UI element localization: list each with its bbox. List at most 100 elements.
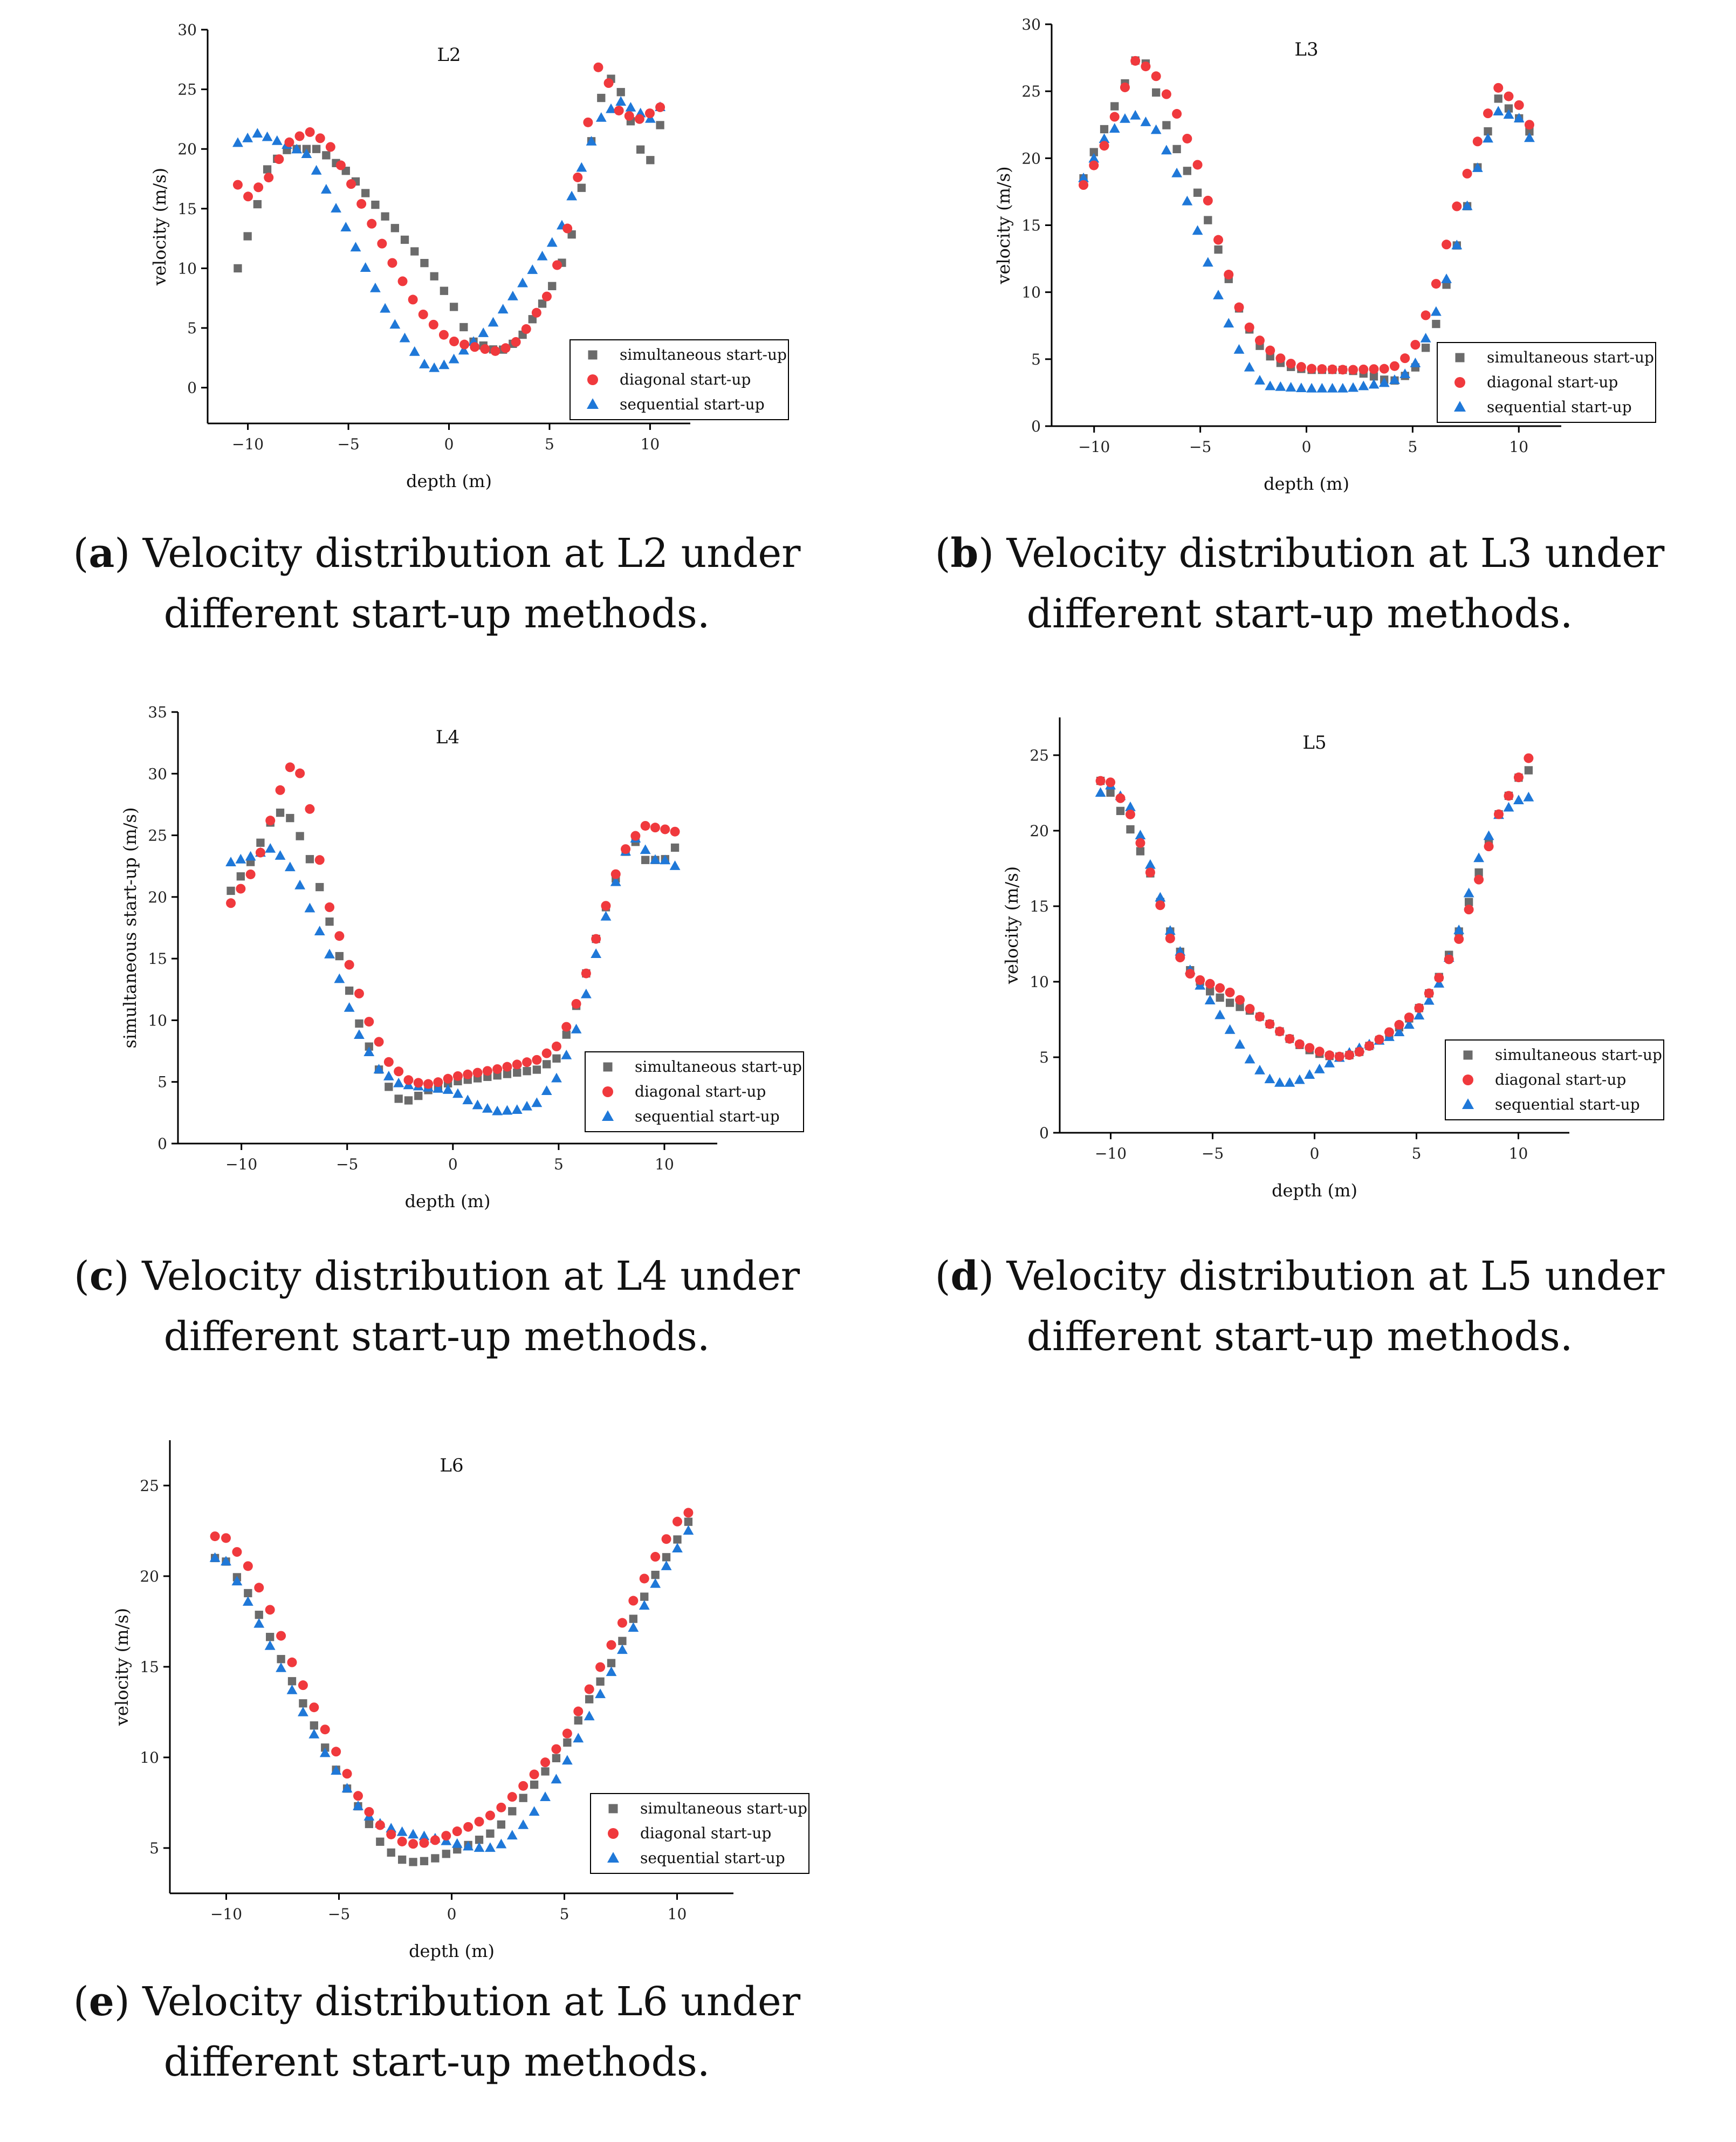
data-point (386, 1823, 397, 1833)
data-point (1461, 200, 1473, 210)
data-point (315, 133, 325, 143)
data-point (1503, 109, 1514, 119)
data-point (243, 191, 253, 202)
data-point (1224, 1024, 1236, 1034)
data-point (673, 1535, 682, 1544)
data-point (305, 804, 315, 814)
legend-box (1445, 1039, 1664, 1120)
data-point (1155, 900, 1165, 911)
data-point (595, 1662, 606, 1672)
data-point (670, 843, 680, 852)
data-point (344, 960, 354, 970)
data-point (482, 1103, 493, 1113)
data-point (245, 869, 256, 879)
data-point (616, 88, 625, 97)
data-point (232, 137, 243, 147)
data-point (310, 1721, 318, 1730)
data-point (266, 1633, 275, 1641)
legend-label: sequential start-up (640, 1849, 785, 1867)
y-tick-label: 5 (187, 319, 197, 337)
data-point (1245, 1004, 1255, 1014)
y-tick-label: 20 (1030, 822, 1049, 840)
data-point (254, 1583, 264, 1593)
data-point (1244, 1053, 1255, 1064)
data-point (443, 1073, 453, 1084)
data-point (1099, 141, 1109, 151)
y-tick-label: 15 (1030, 898, 1049, 915)
data-point (242, 132, 253, 142)
data-point (650, 1578, 661, 1588)
data-point (245, 851, 256, 861)
data-point (346, 179, 356, 189)
data-point (486, 1829, 495, 1838)
data-point (1434, 973, 1444, 983)
data-point (284, 137, 294, 147)
data-point (540, 1757, 551, 1768)
legend-box (569, 339, 789, 420)
data-point (1089, 148, 1098, 156)
data-point (393, 1077, 404, 1087)
legend-label: diagonal start-up (1495, 1071, 1626, 1089)
data-point (225, 857, 236, 867)
data-point (423, 1079, 434, 1089)
y-tick-label: 10 (177, 259, 197, 277)
series-circle (210, 1508, 694, 1849)
data-point (404, 1096, 413, 1105)
data-point (662, 1553, 671, 1562)
data-point (684, 1517, 693, 1526)
data-point (480, 344, 490, 354)
series-circle (226, 762, 680, 1089)
data-point (639, 1600, 650, 1610)
data-point (276, 1662, 287, 1672)
data-point (344, 1002, 355, 1012)
data-point (221, 1556, 231, 1566)
data-point (529, 1769, 539, 1780)
data-point (1474, 874, 1484, 885)
data-point (428, 319, 438, 330)
data-point (522, 1100, 532, 1111)
data-point (593, 62, 603, 72)
data-point (285, 762, 295, 772)
data-point (365, 1819, 374, 1829)
data-point (1358, 380, 1369, 391)
data-point (1334, 1051, 1344, 1062)
data-point (369, 282, 381, 292)
data-point (311, 165, 322, 175)
x-tick-label: −10 (1095, 1145, 1127, 1162)
data-point (309, 1702, 319, 1713)
legend-label: diagonal start-up (640, 1824, 771, 1842)
data-point (320, 184, 332, 194)
data-point (1195, 975, 1205, 985)
data-point (655, 102, 665, 112)
data-point (1452, 201, 1462, 211)
data-point (1337, 382, 1348, 393)
y-tick-label: 10 (1021, 284, 1041, 302)
chart-panel-l2: −10 −5 0 5 10 0 5 10 15 20 25 30 L2 depth (m) velocity… (0, 0, 825, 518)
data-point (383, 1071, 394, 1080)
data-point (561, 1049, 572, 1059)
data-point (231, 1576, 243, 1586)
data-point (314, 926, 325, 936)
data-point (1513, 772, 1524, 783)
y-tick-label: 5 (1039, 1049, 1049, 1066)
data-point (576, 162, 587, 172)
legend-marker (608, 1828, 619, 1839)
chart-title: L3 (1294, 39, 1318, 60)
data-point (1524, 132, 1535, 142)
data-point (606, 1666, 617, 1676)
data-point (1369, 364, 1379, 374)
data-point (640, 820, 650, 831)
y-tick-label: 25 (140, 1477, 159, 1495)
data-point (1215, 983, 1225, 993)
data-point (586, 135, 597, 146)
data-point (1235, 995, 1245, 1005)
data-point (581, 968, 591, 978)
data-point (1099, 133, 1110, 143)
data-point (414, 1091, 423, 1100)
data-point (518, 1819, 529, 1829)
y-axis-label: velocity (m/s) (1001, 866, 1022, 984)
data-point (1192, 160, 1203, 170)
data-point (1463, 887, 1474, 898)
data-point (1327, 364, 1337, 374)
data-point (651, 1571, 660, 1579)
